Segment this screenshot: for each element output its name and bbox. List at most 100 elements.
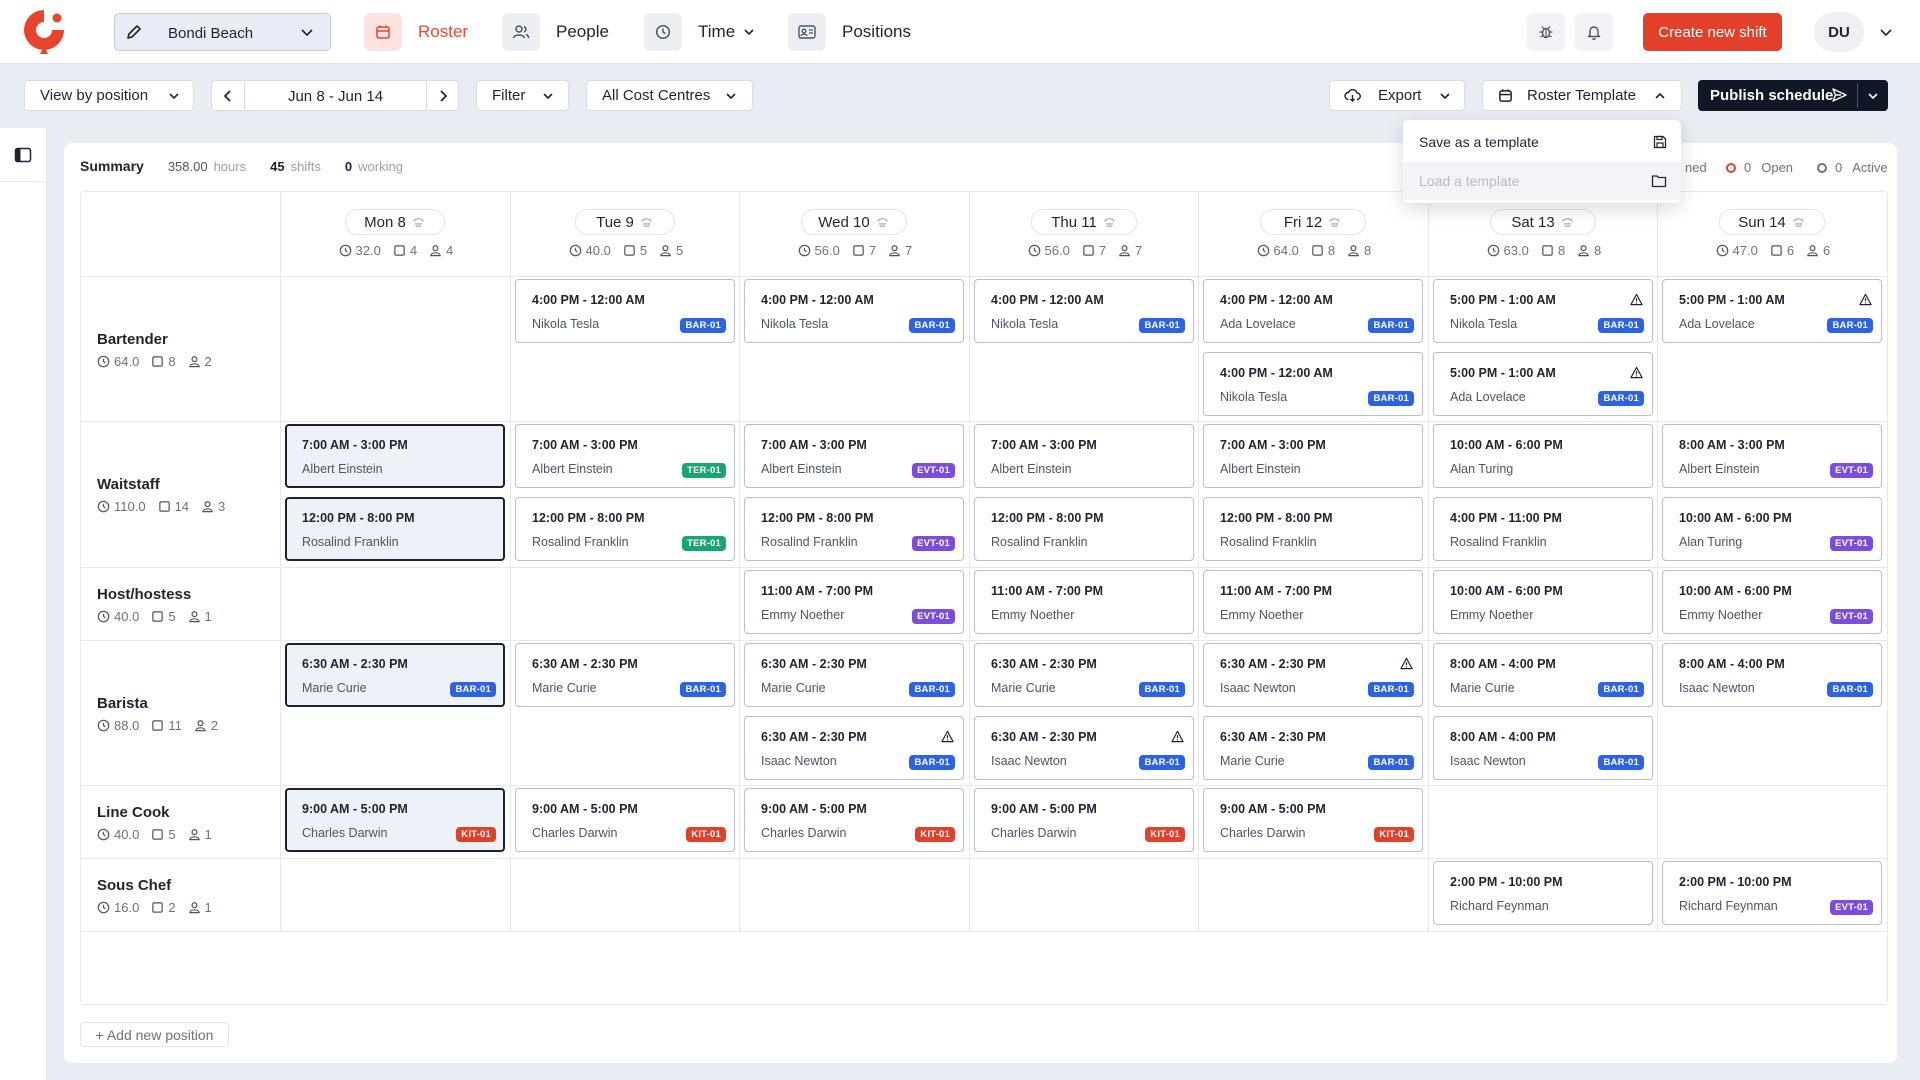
add-position-button[interactable]: + Add new position <box>80 1022 229 1047</box>
calendar-icon <box>1499 89 1512 102</box>
shift-card[interactable]: 5:00 PM - 1:00 AM Ada Lovelace BAR-01 <box>1662 279 1882 343</box>
clock-icon <box>1487 244 1499 257</box>
shift-card[interactable]: 9:00 AM - 5:00 PM Charles Darwin KIT-01 <box>1203 788 1423 852</box>
shift-card[interactable]: 9:00 AM - 5:00 PM Charles Darwin KIT-01 <box>974 788 1194 852</box>
shift-card[interactable]: 7:00 AM - 3:00 PM Albert Einstein <box>285 424 505 488</box>
shift-card[interactable]: 5:00 PM - 1:00 AM Nikola Tesla BAR-01 <box>1433 279 1653 343</box>
summary-shifts-unit: shifts <box>290 159 321 174</box>
filter-button[interactable]: Filter <box>476 80 569 111</box>
shift-card[interactable]: 2:00 PM - 10:00 PM Richard Feynman EVT-01 <box>1662 861 1882 925</box>
stat-hours: 40.0 <box>97 827 139 842</box>
nav-roster[interactable]: Roster <box>364 13 468 51</box>
chevron-down-icon <box>744 29 754 36</box>
shift-card[interactable]: 11:00 AM - 7:00 PM Emmy Noether EVT-01 <box>744 570 964 634</box>
summary-hours-value: 358.00 <box>167 159 208 174</box>
stat-shifts-value: 7 <box>868 243 877 258</box>
day-header-3[interactable]: Thu 11 <box>1030 209 1137 235</box>
shift-card[interactable]: 5:00 PM - 1:00 AM Ada Lovelace BAR-01 <box>1433 352 1653 416</box>
stat-shifts: 6 <box>1770 243 1794 258</box>
shift-card[interactable]: 10:00 AM - 6:00 PM Alan Turing EVT-01 <box>1662 497 1882 561</box>
shift-card[interactable]: 10:00 AM - 6:00 PM Alan Turing <box>1433 424 1653 488</box>
shift-card[interactable]: 8:00 AM - 3:00 PM Albert Einstein EVT-01 <box>1662 424 1882 488</box>
shift-card[interactable]: 6:30 AM - 2:30 PM Isaac Newton BAR-01 <box>974 716 1194 780</box>
shift-count-icon <box>152 901 164 913</box>
shift-employee: Ada Lovelace <box>1220 317 1296 331</box>
create-shift-button[interactable]: Create new shift <box>1643 13 1782 51</box>
chevron-down-icon[interactable] <box>1878 24 1894 40</box>
shift-card[interactable]: 12:00 PM - 8:00 PM Rosalind Franklin <box>974 497 1194 561</box>
location-select[interactable]: Bondi Beach <box>114 13 331 51</box>
shift-card[interactable]: 7:00 AM - 3:00 PM Albert Einstein EVT-01 <box>744 424 964 488</box>
grid-divider <box>81 276 1887 277</box>
shift-card[interactable]: 12:00 PM - 8:00 PM Rosalind Franklin EVT-0… <box>744 497 964 561</box>
shift-card[interactable]: 6:30 AM - 2:30 PM Marie Curie BAR-01 <box>744 643 964 707</box>
shift-card[interactable]: 4:00 PM - 12:00 AM Nikola Tesla BAR-01 <box>974 279 1194 343</box>
shift-card[interactable]: 7:00 AM - 3:00 PM Albert Einstein <box>974 424 1194 488</box>
shift-card[interactable]: 6:30 AM - 2:30 PM Marie Curie BAR-01 <box>285 643 505 707</box>
date-range-label[interactable]: Jun 8 - Jun 14 <box>287 88 384 105</box>
cost-centre-badge: KIT-01 <box>686 827 726 842</box>
shift-card[interactable]: 8:00 AM - 4:00 PM Isaac Newton BAR-01 <box>1433 716 1653 780</box>
bug-report-button[interactable] <box>1527 13 1565 51</box>
chevron-down-icon[interactable] <box>1866 89 1880 103</box>
shift-card[interactable]: 4:00 PM - 12:00 AM Nikola Tesla BAR-01 <box>744 279 964 343</box>
shift-card[interactable]: 11:00 AM - 7:00 PM Emmy Noether <box>1203 570 1423 634</box>
layers-icon <box>1329 217 1340 227</box>
shift-card[interactable]: 6:30 AM - 2:30 PM Marie Curie BAR-01 <box>1203 716 1423 780</box>
shift-card[interactable]: 12:00 PM - 8:00 PM Rosalind Franklin <box>1203 497 1423 561</box>
sidebar-toggle-icon[interactable] <box>14 146 32 164</box>
day-header-2[interactable]: Wed 10 <box>800 209 907 235</box>
shift-card[interactable]: 10:00 AM - 6:00 PM Emmy Noether EVT-01 <box>1662 570 1882 634</box>
notifications-button[interactable] <box>1575 13 1613 51</box>
save-template-item[interactable]: Save as a template <box>1403 123 1681 161</box>
shift-card[interactable]: 12:00 PM - 8:00 PM Rosalind Franklin <box>285 497 505 561</box>
shift-card[interactable]: 2:00 PM - 10:00 PM Richard Feynman <box>1433 861 1653 925</box>
shift-card[interactable]: 7:00 AM - 3:00 PM Albert Einstein TER-01 <box>515 424 735 488</box>
day-header-1[interactable]: Tue 9 <box>574 209 675 235</box>
shift-card[interactable]: 7:00 AM - 3:00 PM Albert Einstein <box>1203 424 1423 488</box>
shift-count-icon <box>853 245 864 256</box>
shift-card[interactable]: 8:00 AM - 4:00 PM Marie Curie BAR-01 <box>1433 643 1653 707</box>
nav-people[interactable]: People <box>502 13 609 51</box>
shift-card[interactable]: 4:00 PM - 11:00 PM Rosalind Franklin <box>1433 497 1653 561</box>
prev-week-button[interactable] <box>212 81 245 110</box>
roster-template-button[interactable]: Roster Template <box>1482 80 1682 111</box>
shift-card[interactable]: 12:00 PM - 8:00 PM Rosalind Franklin TER-0… <box>515 497 735 561</box>
cost-centre-select[interactable]: All Cost Centres <box>586 80 753 111</box>
day-header-0[interactable]: Mon 8 <box>344 209 445 235</box>
shift-card[interactable]: 4:00 PM - 12:00 AM Nikola Tesla BAR-01 <box>1203 352 1423 416</box>
day-header-4[interactable]: Fri 12 <box>1259 209 1366 235</box>
app-logo[interactable] <box>22 8 66 54</box>
shift-card[interactable]: 6:30 AM - 2:30 PM Isaac Newton BAR-01 <box>744 716 964 780</box>
shift-card[interactable]: 8:00 AM - 4:00 PM Isaac Newton BAR-01 <box>1662 643 1882 707</box>
day-stats-4: 64.0 8 8 <box>1257 243 1384 258</box>
shift-card[interactable]: 4:00 PM - 12:00 AM Nikola Tesla BAR-01 <box>515 279 735 343</box>
shift-card[interactable]: 6:30 AM - 2:30 PM Marie Curie BAR-01 <box>515 643 735 707</box>
stat-shifts-value: 14 <box>174 499 190 514</box>
day-stats-0: 32.0 4 4 <box>339 243 466 258</box>
shift-employee: Marie Curie <box>532 681 597 695</box>
grid-divider <box>81 640 1887 641</box>
shift-card[interactable]: 6:30 AM - 2:30 PM Isaac Newton BAR-01 <box>1203 643 1423 707</box>
stat-people: 7 <box>888 243 912 258</box>
shift-card[interactable]: 9:00 AM - 5:00 PM Charles Darwin KIT-01 <box>515 788 735 852</box>
view-by-select[interactable]: View by position <box>24 80 194 111</box>
nav-time[interactable]: Time <box>644 13 755 51</box>
shift-card[interactable]: 9:00 AM - 5:00 PM Charles Darwin KIT-01 <box>744 788 964 852</box>
shift-card[interactable]: 4:00 PM - 12:00 AM Ada Lovelace BAR-01 <box>1203 279 1423 343</box>
shift-card[interactable]: 10:00 AM - 6:00 PM Emmy Noether <box>1433 570 1653 634</box>
user-avatar[interactable]: DU <box>1814 12 1864 52</box>
stat-hours-value: 56.0 <box>1044 243 1070 258</box>
day-header-6[interactable]: Sun 14 <box>1718 209 1825 235</box>
load-template-item[interactable]: Load a template <box>1403 162 1681 200</box>
shift-card[interactable]: 9:00 AM - 5:00 PM Charles Darwin KIT-01 <box>285 788 505 852</box>
shift-card[interactable]: 11:00 AM - 7:00 PM Emmy Noether <box>974 570 1194 634</box>
nav-positions[interactable]: Positions <box>788 13 911 51</box>
export-button[interactable]: Export <box>1329 80 1465 111</box>
day-header-5[interactable]: Sat 13 <box>1489 209 1596 235</box>
publish-schedule-button[interactable]: Publish schedule <box>1698 80 1888 111</box>
next-week-button[interactable] <box>426 81 459 110</box>
stat-shifts-value: 8 <box>1327 243 1336 258</box>
chevron-up-icon <box>1655 92 1665 99</box>
shift-card[interactable]: 6:30 AM - 2:30 PM Marie Curie BAR-01 <box>974 643 1194 707</box>
